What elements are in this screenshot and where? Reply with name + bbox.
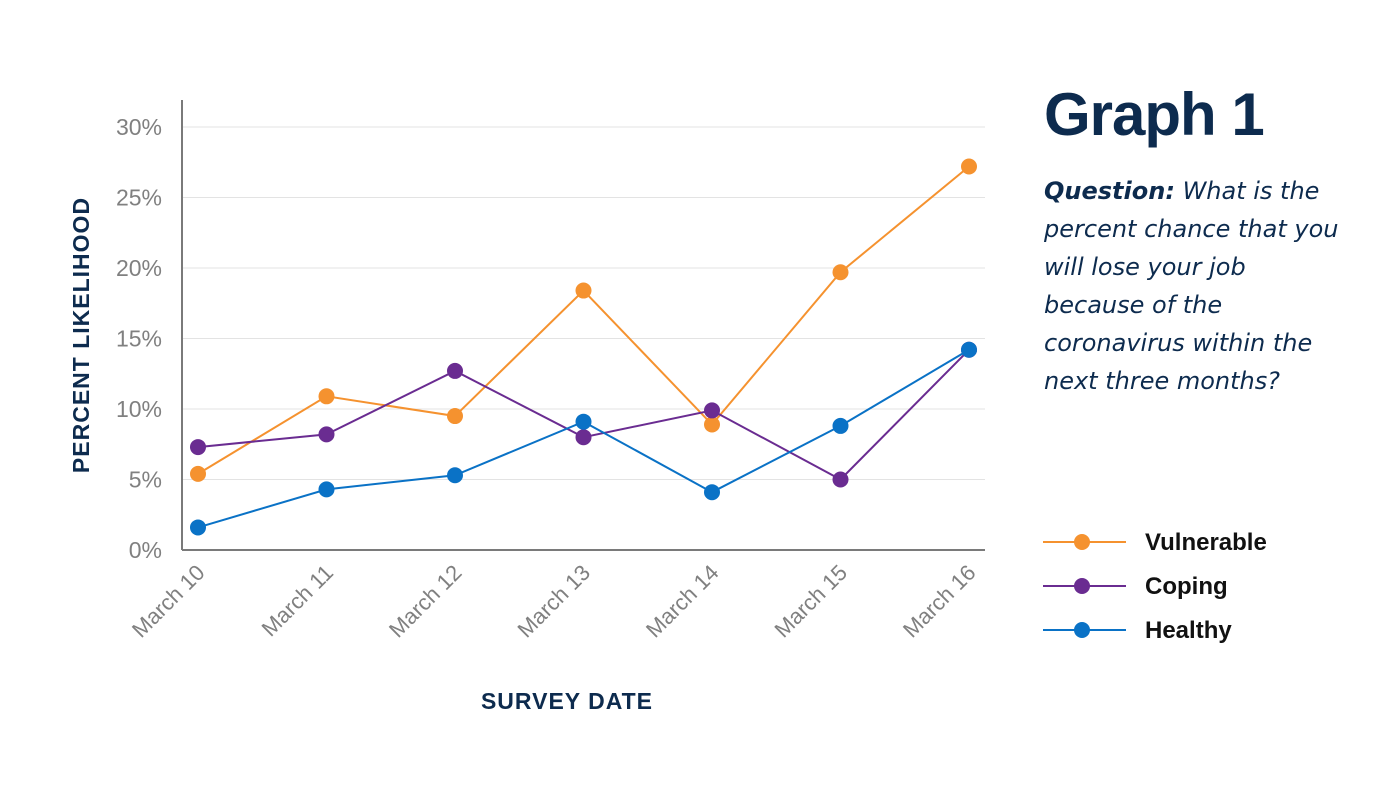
data-point-healthy xyxy=(704,484,720,501)
data-point-healthy xyxy=(447,467,463,484)
series-healthy xyxy=(190,341,977,536)
y-tick-label: 20% xyxy=(116,255,162,281)
legend-item-healthy: Healthy xyxy=(1043,617,1232,644)
legend-marker xyxy=(1074,622,1090,638)
gridlines xyxy=(182,126,985,480)
question-text: Question: What is the percent chance tha… xyxy=(1044,172,1344,400)
y-axis-title: PERCENT LIKELIHOOD xyxy=(68,197,94,473)
data-point-vulnerable xyxy=(704,416,720,433)
graph-title: Graph 1 xyxy=(1044,81,1265,148)
legend-marker xyxy=(1074,534,1090,550)
data-point-healthy xyxy=(961,341,977,358)
data-point-vulnerable xyxy=(190,465,206,482)
x-tick-label: March 10 xyxy=(127,560,210,643)
data-point-coping xyxy=(447,362,463,379)
x-tick-label: March 13 xyxy=(513,560,596,643)
data-point-vulnerable xyxy=(961,158,977,175)
legend-label: Coping xyxy=(1145,573,1228,600)
legend-label: Vulnerable xyxy=(1145,529,1267,556)
data-series xyxy=(190,158,977,536)
y-tick-label: 15% xyxy=(116,326,162,352)
legend-label: Healthy xyxy=(1145,617,1232,644)
question-label: Question: xyxy=(1044,177,1175,205)
data-point-vulnerable xyxy=(832,264,849,281)
data-point-coping xyxy=(575,429,592,446)
y-tick-label: 0% xyxy=(129,537,162,563)
data-point-vulnerable xyxy=(447,408,463,425)
data-point-healthy xyxy=(190,519,206,536)
x-axis-title: SURVEY DATE xyxy=(481,688,653,714)
x-tick-label: March 14 xyxy=(641,560,724,643)
legend: Vulnerable Coping Healthy xyxy=(1043,529,1267,644)
question-body: What is the percent chance that you will… xyxy=(1044,177,1339,395)
y-tick-label: 10% xyxy=(116,396,162,422)
legend-item-coping: Coping xyxy=(1043,573,1228,600)
data-point-healthy xyxy=(318,481,335,498)
data-point-coping xyxy=(832,471,849,488)
data-point-healthy xyxy=(575,413,592,430)
data-point-vulnerable xyxy=(318,388,335,405)
x-tick-label: March 16 xyxy=(898,560,981,643)
y-tick-label: 25% xyxy=(116,185,162,211)
y-tick-label: 30% xyxy=(116,114,162,140)
data-point-vulnerable xyxy=(575,282,592,299)
x-tick-label: March 11 xyxy=(257,560,338,641)
legend-marker xyxy=(1074,578,1090,594)
data-point-coping xyxy=(704,402,720,419)
data-point-coping xyxy=(318,426,335,443)
y-tick-label: 5% xyxy=(129,467,162,493)
data-point-healthy xyxy=(832,417,849,434)
x-tick-label: March 15 xyxy=(770,560,853,643)
series-vulnerable xyxy=(190,158,977,482)
legend-item-vulnerable: Vulnerable xyxy=(1043,529,1267,556)
x-tick-label: March 12 xyxy=(384,560,467,643)
data-point-coping xyxy=(190,439,206,456)
x-tick-labels: March 10 March 11 March 12 March 13 March 14… xyxy=(127,560,981,643)
y-tick-labels: 0% 5% 10% 15% 20% 25% 30% xyxy=(116,114,162,563)
